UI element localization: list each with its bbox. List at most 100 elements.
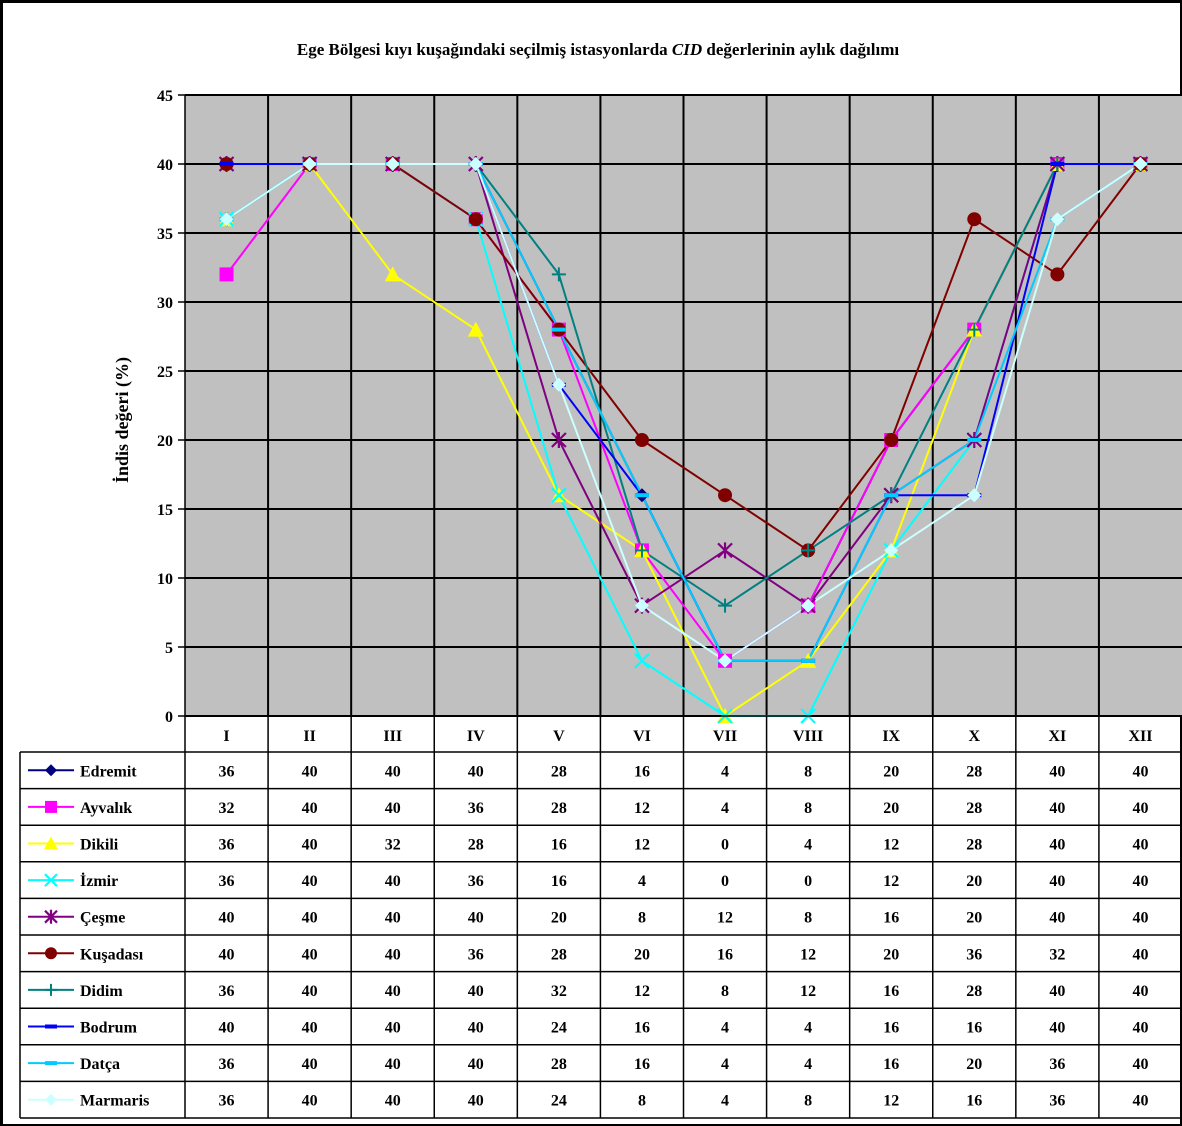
data-point-dikili (467, 321, 484, 337)
table-cell: 16 (551, 837, 567, 854)
legend-label-izmir: İzmir (80, 871, 118, 890)
data-point-marmaris (884, 543, 899, 558)
table-cell: 40 (1132, 1020, 1148, 1037)
table-cell: 40 (1049, 800, 1065, 817)
table-cell: 40 (302, 873, 318, 890)
legend-marker-bodrum (45, 1024, 57, 1029)
data-point-marmaris (967, 488, 982, 503)
table-cell: 36 (966, 946, 982, 963)
legend-label-marmaris: Marmaris (80, 1093, 149, 1110)
data-point-datca (551, 327, 566, 332)
y-tick-label: 5 (165, 640, 173, 657)
legend-label-kusadasi: Kuşadası (80, 946, 144, 963)
table-cell: 40 (302, 1020, 318, 1037)
data-point-ayvalik (219, 267, 234, 282)
data-point-dikili (384, 266, 401, 282)
y-tick-label: 0 (165, 709, 173, 726)
table-cell: 16 (966, 1020, 982, 1037)
table-cell: 20 (966, 910, 982, 927)
x-tick-label: XII (1128, 728, 1152, 745)
table-cell: 40 (1132, 983, 1148, 1000)
chart-title: Ege Bölgesi kıyı kuşağındaki seçilmiş is… (297, 40, 899, 59)
table-cell: 28 (551, 763, 567, 780)
table-cell: 20 (966, 873, 982, 890)
data-point-kusadasi (718, 488, 733, 503)
table-cell: 40 (1132, 763, 1148, 780)
table-cell: 12 (883, 873, 899, 890)
table-cell: 16 (883, 1056, 899, 1073)
data-point-marmaris (551, 377, 566, 392)
legend-label-didim: Didim (80, 983, 123, 1000)
table-cell: 40 (1132, 873, 1148, 890)
table-cell: 36 (1049, 1093, 1065, 1110)
x-tick-label: VI (633, 728, 651, 745)
y-tick-label: 25 (157, 364, 173, 381)
table-cell: 32 (1049, 946, 1065, 963)
table-cell: 16 (883, 910, 899, 927)
table-cell: 40 (219, 946, 235, 963)
data-point-kusadasi (884, 433, 899, 447)
table-cell: 40 (1049, 1020, 1065, 1037)
legend-marker-ayvalik (45, 800, 57, 813)
table-cell: 40 (1049, 763, 1065, 780)
table-cell: 16 (966, 1093, 982, 1110)
table-cell: 8 (638, 1093, 646, 1110)
data-point-kusadasi (1050, 267, 1065, 282)
x-tick-label: XI (1048, 728, 1066, 745)
table-cell: 4 (721, 1020, 729, 1037)
data-point-izmir (634, 653, 650, 669)
table-cell: 28 (966, 983, 982, 1000)
table-cell: 40 (1132, 837, 1148, 854)
table-cell: 20 (883, 800, 899, 817)
data-point-didim (718, 598, 733, 613)
data-point-kusadasi (967, 212, 982, 227)
table-cell: 4 (804, 1020, 812, 1037)
table-cell: 0 (804, 873, 812, 890)
table-cell: 28 (468, 837, 484, 854)
series-line-marmaris (225, 163, 1142, 663)
table-cell: 12 (634, 800, 650, 817)
table-cell: 40 (1049, 910, 1065, 927)
table-cell: 28 (966, 763, 982, 780)
table-cell: 40 (468, 763, 484, 780)
data-point-kusadasi (634, 433, 649, 447)
table-cell: 0 (721, 873, 729, 890)
data-point-didim (801, 543, 816, 558)
x-tick-label: II (303, 728, 315, 745)
legend-marker-didim (45, 983, 57, 996)
table-cell: 40 (302, 1093, 318, 1110)
table-cell: 4 (721, 800, 729, 817)
table-cell: 32 (551, 983, 567, 1000)
table-cell: 28 (551, 1056, 567, 1073)
table-cell: 40 (385, 800, 401, 817)
x-tick-label: V (553, 728, 565, 745)
data-point-datca (801, 658, 816, 663)
table-cell: 20 (634, 946, 650, 963)
table-cell: 40 (302, 837, 318, 854)
table-cell: 8 (804, 763, 812, 780)
table-cell: 4 (804, 1056, 812, 1073)
table-cell: 40 (385, 983, 401, 1000)
y-tick-label: 30 (157, 295, 173, 312)
legend-label-ayvalik: Ayvalık (80, 800, 132, 817)
table-cell: 40 (302, 763, 318, 780)
table-cell: 40 (468, 910, 484, 927)
table-cell: 40 (302, 946, 318, 963)
legend-marker-edremit (45, 764, 57, 777)
y-tick-label: 35 (157, 226, 173, 243)
data-point-datca (634, 493, 649, 498)
table-cell: 20 (551, 910, 567, 927)
data-point-didim (967, 322, 982, 337)
data-point-didim (634, 543, 649, 558)
table-cell: 12 (883, 837, 899, 854)
table-cell: 12 (634, 837, 650, 854)
x-tick-label: I (223, 728, 229, 745)
table-cell: 20 (883, 763, 899, 780)
table-cell: 40 (385, 1056, 401, 1073)
table-cell: 20 (966, 1056, 982, 1073)
legend-marker-datca (45, 1061, 57, 1066)
table-cell: 16 (634, 1056, 650, 1073)
data-point-kusadasi (468, 212, 483, 227)
table-cell: 40 (385, 1020, 401, 1037)
data-point-cesme (717, 542, 733, 559)
